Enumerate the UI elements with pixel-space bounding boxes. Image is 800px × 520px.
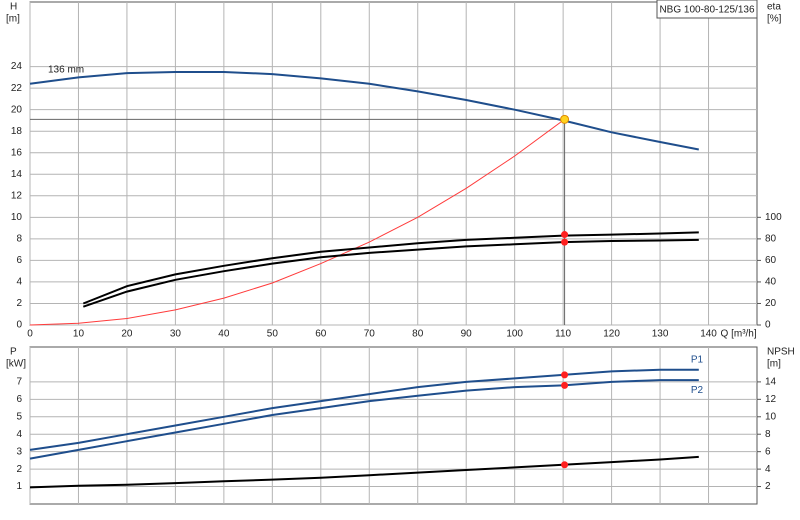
x-tick-label: 110 [555, 329, 571, 340]
plot-area [29, 1, 758, 326]
y-tick-label: 3 [16, 446, 22, 457]
point [561, 231, 569, 239]
y2-tick-label: 8 [765, 429, 771, 440]
x-tick-label: 120 [603, 329, 620, 340]
y-axis-unit: [kW] [6, 359, 26, 370]
x-tick-label: 130 [652, 329, 669, 340]
y2-tick-label: 6 [765, 446, 771, 457]
curve [29, 379, 699, 460]
y-tick-label: 7 [16, 377, 22, 388]
y2-tick-label: 4 [765, 464, 771, 475]
y2-tick-label: 80 [765, 234, 777, 245]
y2-tick-label: 20 [765, 298, 777, 309]
operating-point [560, 114, 570, 124]
title-box [656, 0, 758, 19]
y-tick-label: 14 [11, 169, 23, 180]
x-tick-label: 40 [218, 329, 230, 340]
y-tick-label: 0 [16, 320, 22, 331]
y2-tick-label: 12 [765, 394, 777, 405]
y-tick-label: 6 [16, 394, 22, 405]
x-tick-label: 0 [27, 329, 33, 340]
y2-axis-label: NPSH [767, 347, 795, 358]
chart-title: NBG 100-80-125/136 [659, 5, 755, 16]
curve [29, 455, 699, 489]
y2-tick-label: 2 [765, 481, 771, 492]
x-tick-label: 70 [364, 329, 376, 340]
y2-tick-label: 14 [765, 377, 777, 388]
point [561, 381, 569, 389]
y2-tick-label: 10 [765, 411, 777, 422]
y2-axis-label: eta [767, 2, 781, 13]
y-tick-label: 24 [11, 61, 23, 72]
y-tick-label: 10 [11, 212, 23, 223]
y-tick-label: 16 [11, 147, 23, 158]
curve [82, 238, 699, 308]
x-tick-label: 20 [121, 329, 133, 340]
y-tick-label: 20 [11, 104, 23, 115]
y-tick-label: 22 [11, 83, 23, 94]
y-tick-label: 18 [11, 126, 23, 137]
x-tick-label: 100 [506, 329, 523, 340]
y2-axis-unit: [%] [767, 14, 782, 25]
x-axis-label: Q [m³/h] [721, 329, 757, 340]
y-tick-label: 6 [16, 255, 22, 266]
plot-area [29, 346, 758, 505]
x-tick-label: 60 [315, 329, 327, 340]
curve-label: P1 [691, 354, 704, 365]
y-axis-label: H [10, 2, 17, 13]
y-tick-label: 12 [11, 190, 23, 201]
curve [82, 231, 699, 305]
y-axis-label: P [10, 347, 17, 358]
curve-label: 136 mm [48, 64, 84, 75]
x-tick-label: 140 [700, 329, 717, 340]
x-tick-label: 30 [170, 329, 182, 340]
y-tick-label: 2 [16, 464, 22, 475]
y2-tick-label: 100 [765, 212, 782, 223]
y-tick-label: 8 [16, 234, 22, 245]
y-tick-label: 4 [16, 429, 22, 440]
y2-axis-unit: [m] [767, 359, 781, 370]
y2-tick-label: 60 [765, 255, 777, 266]
curve [29, 71, 699, 151]
y-axis-unit: [m] [6, 14, 20, 25]
y-tick-label: 5 [16, 411, 22, 422]
y2-tick-label: 40 [765, 277, 777, 288]
y-tick-label: 2 [16, 298, 22, 309]
y-tick-label: 1 [16, 481, 22, 492]
y-tick-label: 4 [16, 277, 22, 288]
curve [29, 119, 564, 326]
y2-tick-label: 0 [765, 320, 771, 331]
x-tick-label: 10 [73, 329, 85, 340]
x-tick-label: 50 [267, 329, 279, 340]
point [561, 371, 569, 379]
point [561, 461, 569, 469]
point [561, 238, 569, 246]
x-tick-label: 80 [412, 329, 424, 340]
x-tick-label: 90 [461, 329, 473, 340]
curve-label: P2 [691, 385, 704, 396]
curve [29, 368, 699, 451]
